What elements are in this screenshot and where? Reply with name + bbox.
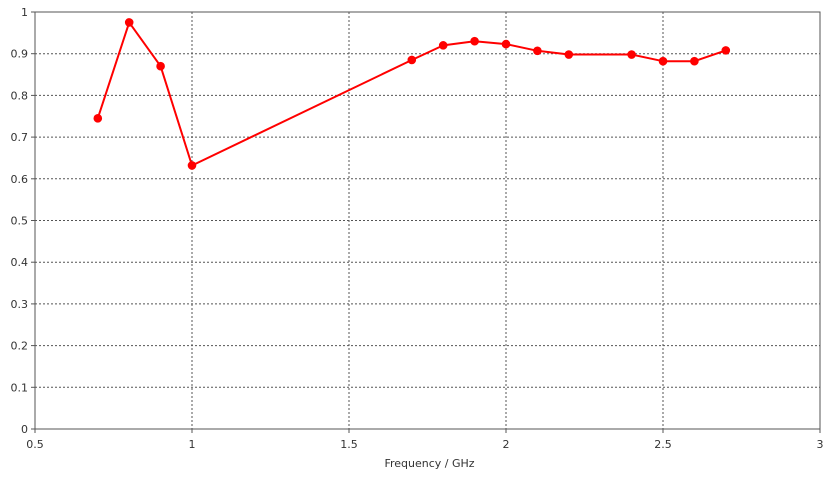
y-tick-label: 0.5 [11, 215, 29, 228]
tick-labels: 0 0.1 0.2 0.3 0.4 0.5 0.6 0.7 0.8 0.9 1 0.5 1 1.5 2 2.5… [11, 6, 824, 451]
data-point [533, 46, 542, 56]
data-point [721, 46, 731, 55]
series-line [96, 21, 727, 167]
data-point [470, 36, 479, 46]
series-layer [93, 18, 731, 170]
y-tick-label: 0.8 [11, 89, 29, 102]
data-point [690, 56, 699, 66]
x-tick-label: 1 [189, 438, 196, 451]
y-tick-label: 0.3 [11, 298, 29, 311]
y-tick-label: 0 [21, 423, 28, 436]
y-tick-label: 0.1 [11, 381, 29, 394]
y-tick-label: 0.9 [11, 48, 29, 61]
x-tick-label: 2 [503, 438, 510, 451]
x-tick-label: 1.5 [340, 438, 358, 451]
data-point [156, 61, 165, 71]
x-tick-label: 3 [817, 438, 824, 451]
x-tick-label: 0.5 [26, 438, 44, 451]
data-point [658, 56, 668, 66]
y-tick-label: 0.6 [11, 173, 29, 186]
data-point [124, 18, 134, 27]
data-point [564, 50, 574, 59]
grid [31, 11, 821, 433]
plot-area-frame [34, 11, 821, 430]
x-axis-title: Frequency / GHz [384, 457, 474, 470]
y-tick-label: 0.4 [11, 256, 29, 269]
data-point [501, 39, 511, 49]
x-tick-label: 2.5 [654, 438, 672, 451]
data-point [627, 50, 636, 59]
data-point [407, 55, 417, 65]
data-point [93, 114, 103, 123]
y-tick-label: 1 [21, 6, 28, 19]
y-tick-label: 0.7 [11, 131, 29, 144]
data-point [187, 161, 197, 170]
data-point [438, 41, 448, 50]
y-tick-label: 0.2 [11, 340, 29, 353]
